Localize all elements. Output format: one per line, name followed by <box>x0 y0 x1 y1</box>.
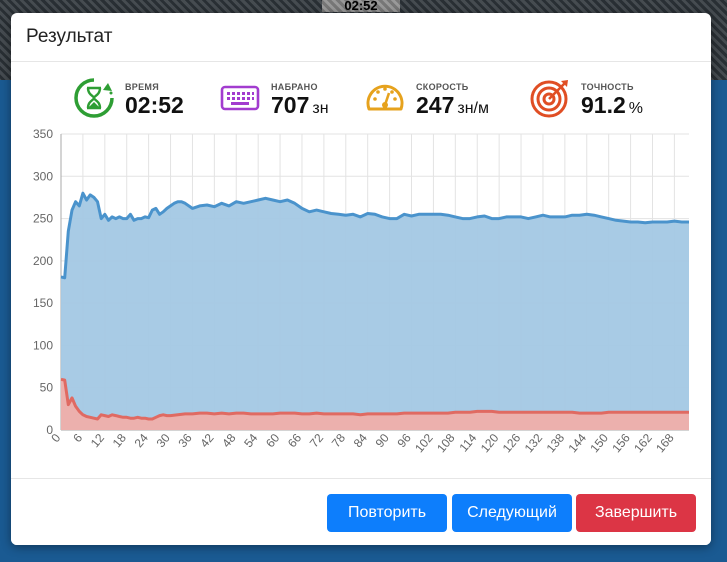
hourglass-timer-icon <box>74 78 114 118</box>
x-tick-label: 66 <box>285 431 305 450</box>
x-tick-label: 60 <box>263 431 283 450</box>
x-tick-label: 42 <box>197 431 217 450</box>
x-tick-label: 18 <box>110 431 130 450</box>
modal-title: Результат <box>11 13 711 62</box>
x-tick-label: 96 <box>394 431 414 450</box>
target-icon <box>530 80 568 118</box>
x-tick-label: 54 <box>241 431 261 450</box>
results-modal: Результат ВРЕМЯ 02:52 <box>11 13 711 545</box>
repeat-button[interactable]: Повторить <box>327 494 447 532</box>
y-tick-label: 300 <box>33 169 53 183</box>
x-tick-label: 48 <box>219 431 239 450</box>
speedometer-icon <box>366 84 404 111</box>
x-tick-label: 162 <box>631 431 655 456</box>
x-tick-label: 72 <box>307 431 327 450</box>
x-tick-label: 138 <box>544 431 568 456</box>
series-0-area <box>61 193 689 430</box>
background-timer: 02:52 <box>322 0 400 12</box>
y-tick-label: 150 <box>33 296 53 310</box>
modal-footer: Повторить Следующий Завершить <box>11 478 711 545</box>
x-tick-label: 150 <box>587 431 611 456</box>
y-tick-label: 200 <box>33 254 53 268</box>
x-tick-label: 12 <box>88 431 108 450</box>
x-tick-label: 6 <box>70 431 85 445</box>
stat-time-value: 02:52 <box>125 92 184 118</box>
y-tick-label: 350 <box>33 128 53 141</box>
next-button[interactable]: Следующий <box>452 494 572 532</box>
x-tick-label: 144 <box>565 431 589 456</box>
x-tick-label: 114 <box>457 431 480 455</box>
x-tick-label: 78 <box>329 431 349 450</box>
stat-accuracy-value: 91.2% <box>581 92 643 118</box>
x-tick-label: 108 <box>434 431 458 456</box>
x-tick-label: 168 <box>653 431 677 456</box>
finish-button[interactable]: Завершить <box>576 494 696 532</box>
series-1-area <box>61 379 689 430</box>
x-tick-label: 36 <box>175 431 195 450</box>
stat-typed-label: НАБРАНО <box>271 82 318 92</box>
x-tick-label: 30 <box>154 431 174 450</box>
stat-time-label: ВРЕМЯ <box>125 82 159 92</box>
stat-accuracy-label: ТОЧНОСТЬ <box>581 82 634 92</box>
y-tick-label: 250 <box>33 212 53 226</box>
x-tick-label: 120 <box>478 431 502 456</box>
stat-speed-value: 247 зн/м <box>416 92 489 118</box>
x-tick-label: 90 <box>373 431 393 450</box>
series-1-line <box>60 377 689 421</box>
y-tick-label: 100 <box>33 338 53 352</box>
y-tick-label: 0 <box>46 423 53 437</box>
y-tick-label: 50 <box>40 381 54 395</box>
series-0-line <box>60 191 689 280</box>
x-tick-label: 126 <box>500 431 524 456</box>
keyboard-icon <box>220 85 260 111</box>
x-tick-label: 24 <box>132 431 152 450</box>
x-tick-label: 156 <box>609 431 633 456</box>
stat-speed-label: СКОРОСТЬ <box>416 82 469 92</box>
x-tick-label: 84 <box>351 431 371 450</box>
stat-typed-value: 707 зн <box>271 92 329 118</box>
stats-bar: ВРЕМЯ 02:52 НАБРАНО 707 зн <box>11 75 711 120</box>
x-tick-label: 0 <box>48 431 63 445</box>
x-tick-label: 102 <box>412 431 436 456</box>
x-tick-label: 132 <box>522 431 546 456</box>
